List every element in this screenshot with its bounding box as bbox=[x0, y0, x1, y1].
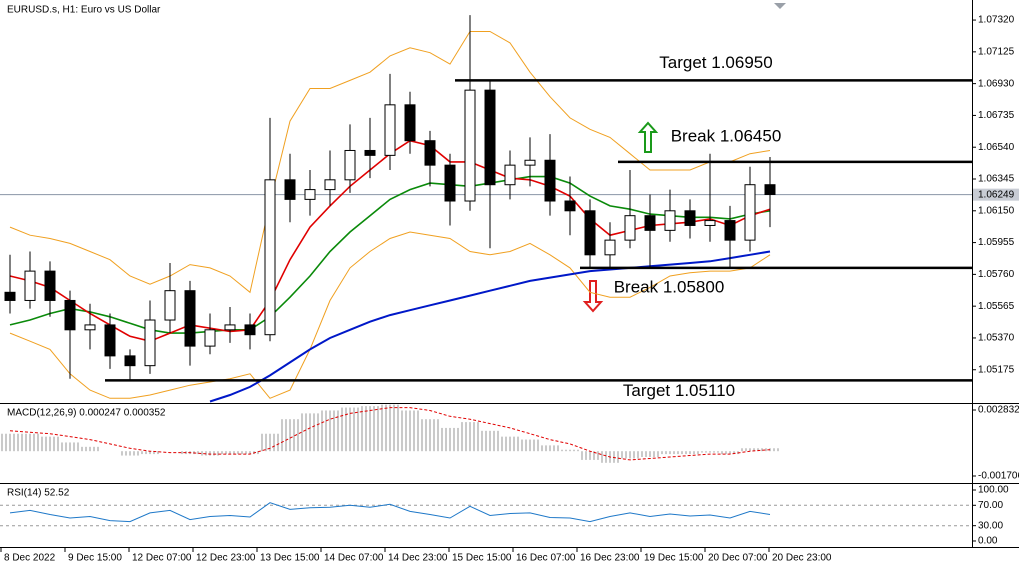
y-tick-label: 1.07320 bbox=[978, 15, 1015, 26]
candle-body bbox=[604, 239, 616, 256]
candle-body bbox=[464, 89, 476, 202]
candle-body bbox=[44, 270, 56, 301]
y-tick-label: 1.05175 bbox=[978, 364, 1015, 375]
y-tick-label: 0.002832 bbox=[978, 405, 1019, 416]
chart-title: EURUSD.s, H1: Euro vs US Dollar bbox=[7, 5, 161, 16]
candle-body bbox=[24, 270, 36, 301]
candle-body bbox=[344, 149, 356, 181]
candle-body bbox=[424, 140, 436, 166]
y-tick-label: 1.06735 bbox=[978, 110, 1015, 121]
moving-average bbox=[9, 31, 771, 294]
level-label: Break 1.06450 bbox=[671, 126, 782, 145]
y-tick-label: 70.00 bbox=[978, 500, 1003, 511]
x-tick-label: 20 Dec 23:00 bbox=[772, 553, 832, 564]
candle-body bbox=[4, 291, 16, 301]
x-tick-label: 14 Dec 23:00 bbox=[388, 553, 448, 564]
candle-body bbox=[224, 324, 236, 331]
candle-body bbox=[664, 210, 676, 231]
y-tick-label: 30.00 bbox=[978, 520, 1003, 531]
candle-body bbox=[204, 329, 216, 347]
y-tick-label: 1.07125 bbox=[978, 46, 1015, 57]
y-tick-label: 100.00 bbox=[978, 485, 1009, 496]
level-label: Target 1.05110 bbox=[623, 381, 735, 400]
x-tick-label: 16 Dec 23:00 bbox=[580, 553, 640, 564]
candle-body bbox=[64, 299, 76, 331]
candle-body bbox=[284, 179, 296, 200]
y-tick-label: 1.06930 bbox=[978, 78, 1015, 89]
y-tick-label: -0.001706 bbox=[978, 471, 1019, 482]
candle-body bbox=[584, 210, 596, 256]
candle-body bbox=[84, 324, 96, 331]
moving-average bbox=[9, 175, 771, 334]
x-tick-label: 16 Dec 07:00 bbox=[516, 553, 576, 564]
candle-body bbox=[404, 104, 416, 142]
down-arrow bbox=[582, 280, 604, 313]
candle-body bbox=[244, 324, 256, 336]
shift-marker bbox=[774, 3, 786, 9]
y-tick-label: 1.05370 bbox=[978, 333, 1015, 344]
candle-body bbox=[704, 220, 716, 226]
y-tick-label: 1.05760 bbox=[978, 269, 1015, 280]
candle-body bbox=[384, 104, 396, 156]
up-arrow bbox=[637, 121, 659, 153]
candle-body bbox=[304, 189, 316, 200]
candle-body bbox=[524, 159, 536, 166]
candle-body bbox=[264, 179, 276, 336]
macd-title: MACD(12,26,9) 0.000247 0.000352 bbox=[7, 408, 166, 419]
candle-body bbox=[764, 184, 776, 195]
rsi-line bbox=[9, 502, 771, 523]
y-tick-label: 1.06345 bbox=[978, 174, 1015, 185]
level-label: Target 1.06950 bbox=[659, 53, 772, 72]
rsi-title: RSI(14) 52.52 bbox=[7, 488, 70, 499]
candle-body bbox=[364, 149, 376, 156]
candle-body bbox=[184, 290, 196, 347]
macd-signal bbox=[9, 407, 771, 461]
candle-body bbox=[104, 324, 116, 357]
candle-body bbox=[144, 319, 156, 367]
y-tick-label: 1.05565 bbox=[978, 301, 1015, 312]
candle-body bbox=[544, 159, 556, 202]
y-tick-label: 1.06540 bbox=[978, 142, 1015, 153]
x-tick-label: 15 Dec 15:00 bbox=[452, 553, 512, 564]
current-price-box bbox=[973, 188, 1019, 201]
candle-body bbox=[504, 164, 516, 186]
x-tick-label: 19 Dec 15:00 bbox=[644, 553, 704, 564]
x-tick-label: 12 Dec 23:00 bbox=[196, 553, 256, 564]
level-label: Break 1.05800 bbox=[614, 277, 725, 296]
candle-body bbox=[724, 220, 736, 241]
candle-body bbox=[684, 210, 696, 226]
y-tick-label: 1.05955 bbox=[978, 237, 1015, 248]
candle-body bbox=[744, 184, 756, 241]
x-tick-label: 12 Dec 07:00 bbox=[132, 553, 192, 564]
moving-average bbox=[9, 231, 771, 399]
x-tick-label: 14 Dec 07:00 bbox=[324, 553, 384, 564]
candle-body bbox=[164, 290, 176, 321]
candle-body bbox=[644, 215, 656, 231]
candle-body bbox=[444, 164, 456, 202]
x-tick-label: 20 Dec 07:00 bbox=[708, 553, 768, 564]
candle-body bbox=[324, 179, 336, 191]
candle-body bbox=[124, 355, 136, 367]
y-tick-label: 1.06150 bbox=[978, 205, 1015, 216]
candle-body bbox=[624, 215, 636, 241]
x-tick-label: 13 Dec 15:00 bbox=[260, 553, 320, 564]
y-tick-label: 0.00 bbox=[978, 536, 998, 547]
x-tick-label: 9 Dec 15:00 bbox=[68, 553, 122, 564]
moving-average bbox=[209, 250, 771, 403]
current-price-label: 1.06249 bbox=[978, 189, 1015, 200]
candle-body bbox=[564, 200, 576, 212]
x-tick-label: 8 Dec 2022 bbox=[4, 553, 56, 564]
candle-body bbox=[484, 89, 496, 186]
